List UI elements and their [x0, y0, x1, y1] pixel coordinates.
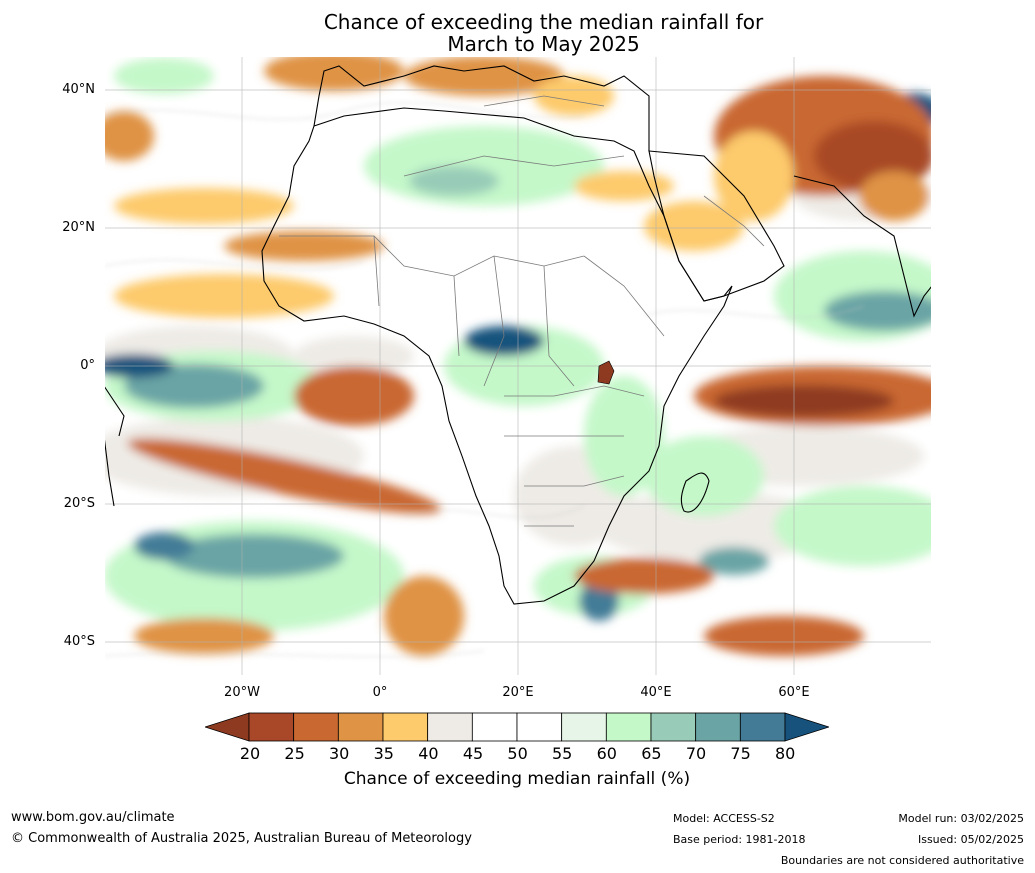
colorbar-segment: [561, 712, 607, 742]
colorbar-tick-40: 40: [418, 744, 439, 763]
europe-coastline: [313, 65, 650, 151]
colorbar-tick-30: 30: [329, 744, 350, 763]
colorbar-label: Chance of exceeding median rainfall (%): [343, 769, 691, 789]
colorbar-tick-55: 55: [552, 744, 573, 763]
footer-copyright: © Commonwealth of Australia 2025, Austra…: [11, 831, 472, 846]
footer-model-run: Model run: 03/02/2025: [898, 812, 1024, 825]
arabia-coastline: [648, 150, 785, 302]
colorbar-segment: [337, 712, 384, 742]
colorbar-arrow-low: [205, 712, 250, 742]
coastlines: [104, 65, 932, 605]
colorbar-tick-45: 45: [462, 744, 484, 763]
colorbar-tick-60: 60: [596, 744, 617, 763]
colorbar-tick-25: 25: [284, 744, 305, 763]
footer-model: Model: ACCESS-S2: [673, 812, 775, 825]
colorbar-segment: [739, 712, 786, 742]
colorbar-tick-20: 20: [239, 744, 261, 763]
colorbar-tick-65: 65: [641, 744, 662, 763]
colorbar-segment: [605, 712, 652, 742]
colorbar-arrow-high: [784, 712, 829, 742]
longitude-label-60e: 60°E: [778, 685, 810, 700]
chart-title-line-1: Chance of exceeding the median rainfall …: [323, 10, 764, 34]
latitude-label-20s: 20°S: [63, 496, 95, 511]
latitude-label-40s: 40°S: [63, 634, 95, 649]
rainfall-map: [104, 56, 932, 676]
contour-texture: [104, 102, 865, 658]
colorbar-tick-80: 80: [775, 744, 796, 763]
longitude-label-0: 0°: [372, 685, 388, 700]
colorbar-segment: [427, 712, 473, 742]
footer-issued: Issued: 05/02/2025: [917, 833, 1024, 846]
india-coastline: [793, 175, 932, 318]
longitude-label-40e: 40°E: [640, 685, 672, 700]
colorbar-segment: [382, 712, 429, 742]
south-america-coastline: [104, 385, 125, 437]
footer-boundaries-note: Boundaries are not considered authoritat…: [780, 854, 1024, 867]
lakes: [597, 360, 615, 385]
colorbar-segment: [471, 712, 518, 742]
colorbar-segment: [248, 712, 295, 742]
footer-url: www.bom.gov.au/climate: [11, 810, 175, 825]
colorbar-tick-70: 70: [685, 744, 707, 763]
lake-victoria: [597, 360, 615, 385]
latitude-label-40n: 40°N: [62, 82, 95, 97]
colorbar-segment: [650, 712, 697, 742]
colorbar-segment: [293, 712, 339, 742]
colorbar-tick-50: 50: [507, 744, 528, 763]
colorbar-segment: [516, 712, 563, 742]
latitude-label-20n: 20°N: [62, 220, 95, 235]
colorbar-segment: [695, 712, 741, 742]
madagascar-coastline: [680, 472, 710, 513]
chart-title-line-2: March to May 2025: [447, 32, 640, 56]
longitude-label-20w: 20°W: [224, 685, 260, 700]
footer-base-period: Base period: 1981-2018: [673, 833, 806, 846]
colorbar-tick-35: 35: [373, 744, 394, 763]
graticule: [104, 56, 932, 676]
longitude-label-20e: 20°E: [502, 685, 534, 700]
south-america-coastline-2: [104, 435, 115, 507]
colorbar-tick-75: 75: [730, 744, 751, 763]
latitude-label-0: 0°: [80, 358, 95, 373]
country-boundaries: [279, 95, 765, 527]
africa-coastline: [261, 107, 733, 605]
colorbar: [205, 712, 829, 742]
